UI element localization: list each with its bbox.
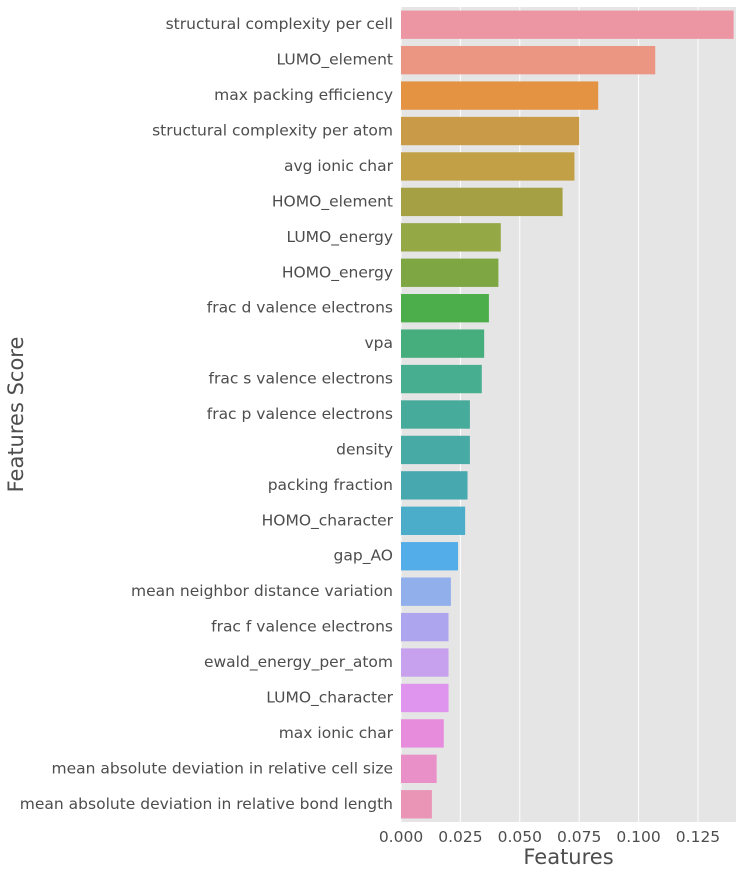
y-axis-title: Features Score xyxy=(4,337,28,493)
y-tick-label: HOMO_element xyxy=(272,192,393,211)
x-tick-label: 0.000 xyxy=(379,828,423,846)
y-tick-label: density xyxy=(336,440,393,458)
y-tick-label: LUMO_character xyxy=(266,688,393,707)
y-tick-label: HOMO_energy xyxy=(282,263,393,282)
y-tick-label: max packing efficiency xyxy=(214,86,393,104)
y-tick-label: frac d valence electrons xyxy=(207,299,393,317)
y-tick-label: mean absolute deviation in relative cell… xyxy=(51,759,393,777)
bar xyxy=(401,754,437,784)
y-tick-label: vpa xyxy=(364,334,393,352)
bar xyxy=(401,506,466,535)
bar xyxy=(401,45,656,75)
x-tick-label: 0.025 xyxy=(438,828,482,846)
y-tick-labels: structural complexity per cell LUMO_eleme… xyxy=(20,15,394,813)
y-tick-label: frac s valence electrons xyxy=(209,370,394,388)
bar xyxy=(401,790,432,819)
bar xyxy=(401,81,599,110)
bar xyxy=(401,648,449,677)
x-tick-label: 0.050 xyxy=(498,828,542,846)
x-axis-title: Features xyxy=(523,845,613,869)
bar xyxy=(401,258,499,287)
y-tick-label: mean neighbor distance variation xyxy=(131,582,393,600)
x-tick-label: 0.125 xyxy=(676,828,720,846)
y-tick-label: frac f valence electrons xyxy=(211,618,393,636)
bar xyxy=(401,683,449,713)
x-tick-label: 0.100 xyxy=(616,828,660,846)
bar xyxy=(401,187,563,217)
y-tick-label: LUMO_energy xyxy=(286,228,393,247)
y-tick-label: avg ionic char xyxy=(284,157,394,175)
bars xyxy=(401,10,734,819)
bar xyxy=(401,223,501,252)
y-tick-label: mean absolute deviation in relative bond… xyxy=(20,795,393,813)
bar xyxy=(401,719,444,748)
y-tick-label: max ionic char xyxy=(279,724,394,742)
y-tick-label: packing fraction xyxy=(268,476,393,494)
y-tick-label: HOMO_character xyxy=(262,511,394,530)
bar xyxy=(401,435,470,465)
y-tick-label: structural complexity per cell xyxy=(166,15,393,33)
bar xyxy=(401,152,575,181)
bar xyxy=(401,329,485,358)
bar xyxy=(401,364,482,394)
x-tick-labels: 0.000 0.025 0.050 0.075 0.100 0.125 xyxy=(379,828,720,846)
bar xyxy=(401,612,449,642)
bar xyxy=(401,116,580,146)
bar xyxy=(401,294,489,323)
bar xyxy=(401,542,459,571)
bar xyxy=(401,577,451,606)
y-tick-label: structural complexity per atom xyxy=(152,122,393,140)
x-tick-label: 0.075 xyxy=(557,828,601,846)
y-tick-label: gap_AO xyxy=(334,547,393,566)
y-tick-label: frac p valence electrons xyxy=(207,405,393,423)
y-tick-label: ewald_energy_per_atom xyxy=(204,653,393,672)
bar xyxy=(401,471,468,500)
y-tick-label: LUMO_element xyxy=(277,51,393,70)
bar xyxy=(401,400,470,429)
bar xyxy=(401,10,734,39)
